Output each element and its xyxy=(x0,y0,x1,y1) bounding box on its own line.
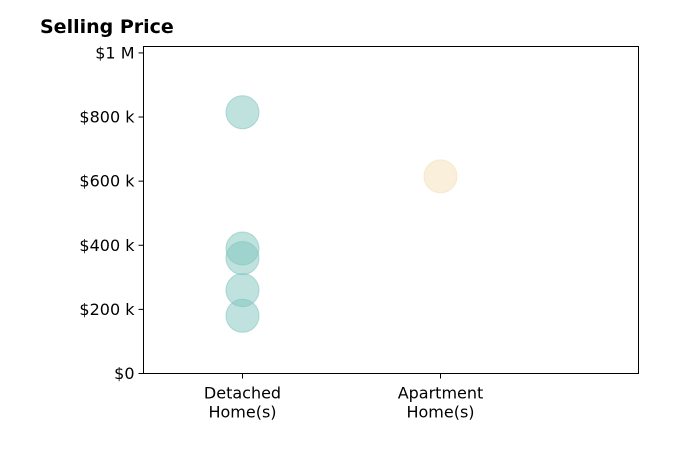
data-point xyxy=(225,95,260,130)
data-points xyxy=(225,95,458,333)
y-tick-label: $800 k xyxy=(79,108,135,127)
y-axis: $0 $200 k $400 k $600 k $800 k $1 M xyxy=(79,43,144,383)
data-point xyxy=(225,298,260,333)
y-tick-label: $1 M xyxy=(95,43,134,62)
y-tick-label: $600 k xyxy=(79,172,135,191)
data-point xyxy=(225,241,260,276)
y-tick-label: $0 xyxy=(114,364,134,383)
y-tick-label: $200 k xyxy=(79,300,135,319)
chart-title: Selling Price xyxy=(40,16,174,38)
x-tick-label: Home(s) xyxy=(406,403,474,422)
x-tick-label: Detached xyxy=(204,384,281,403)
x-tick-label: Apartment xyxy=(398,384,484,403)
data-point xyxy=(423,159,458,194)
x-tick-label: Home(s) xyxy=(208,403,276,422)
y-tick-label: $400 k xyxy=(79,236,135,255)
plot-frame xyxy=(143,46,639,374)
